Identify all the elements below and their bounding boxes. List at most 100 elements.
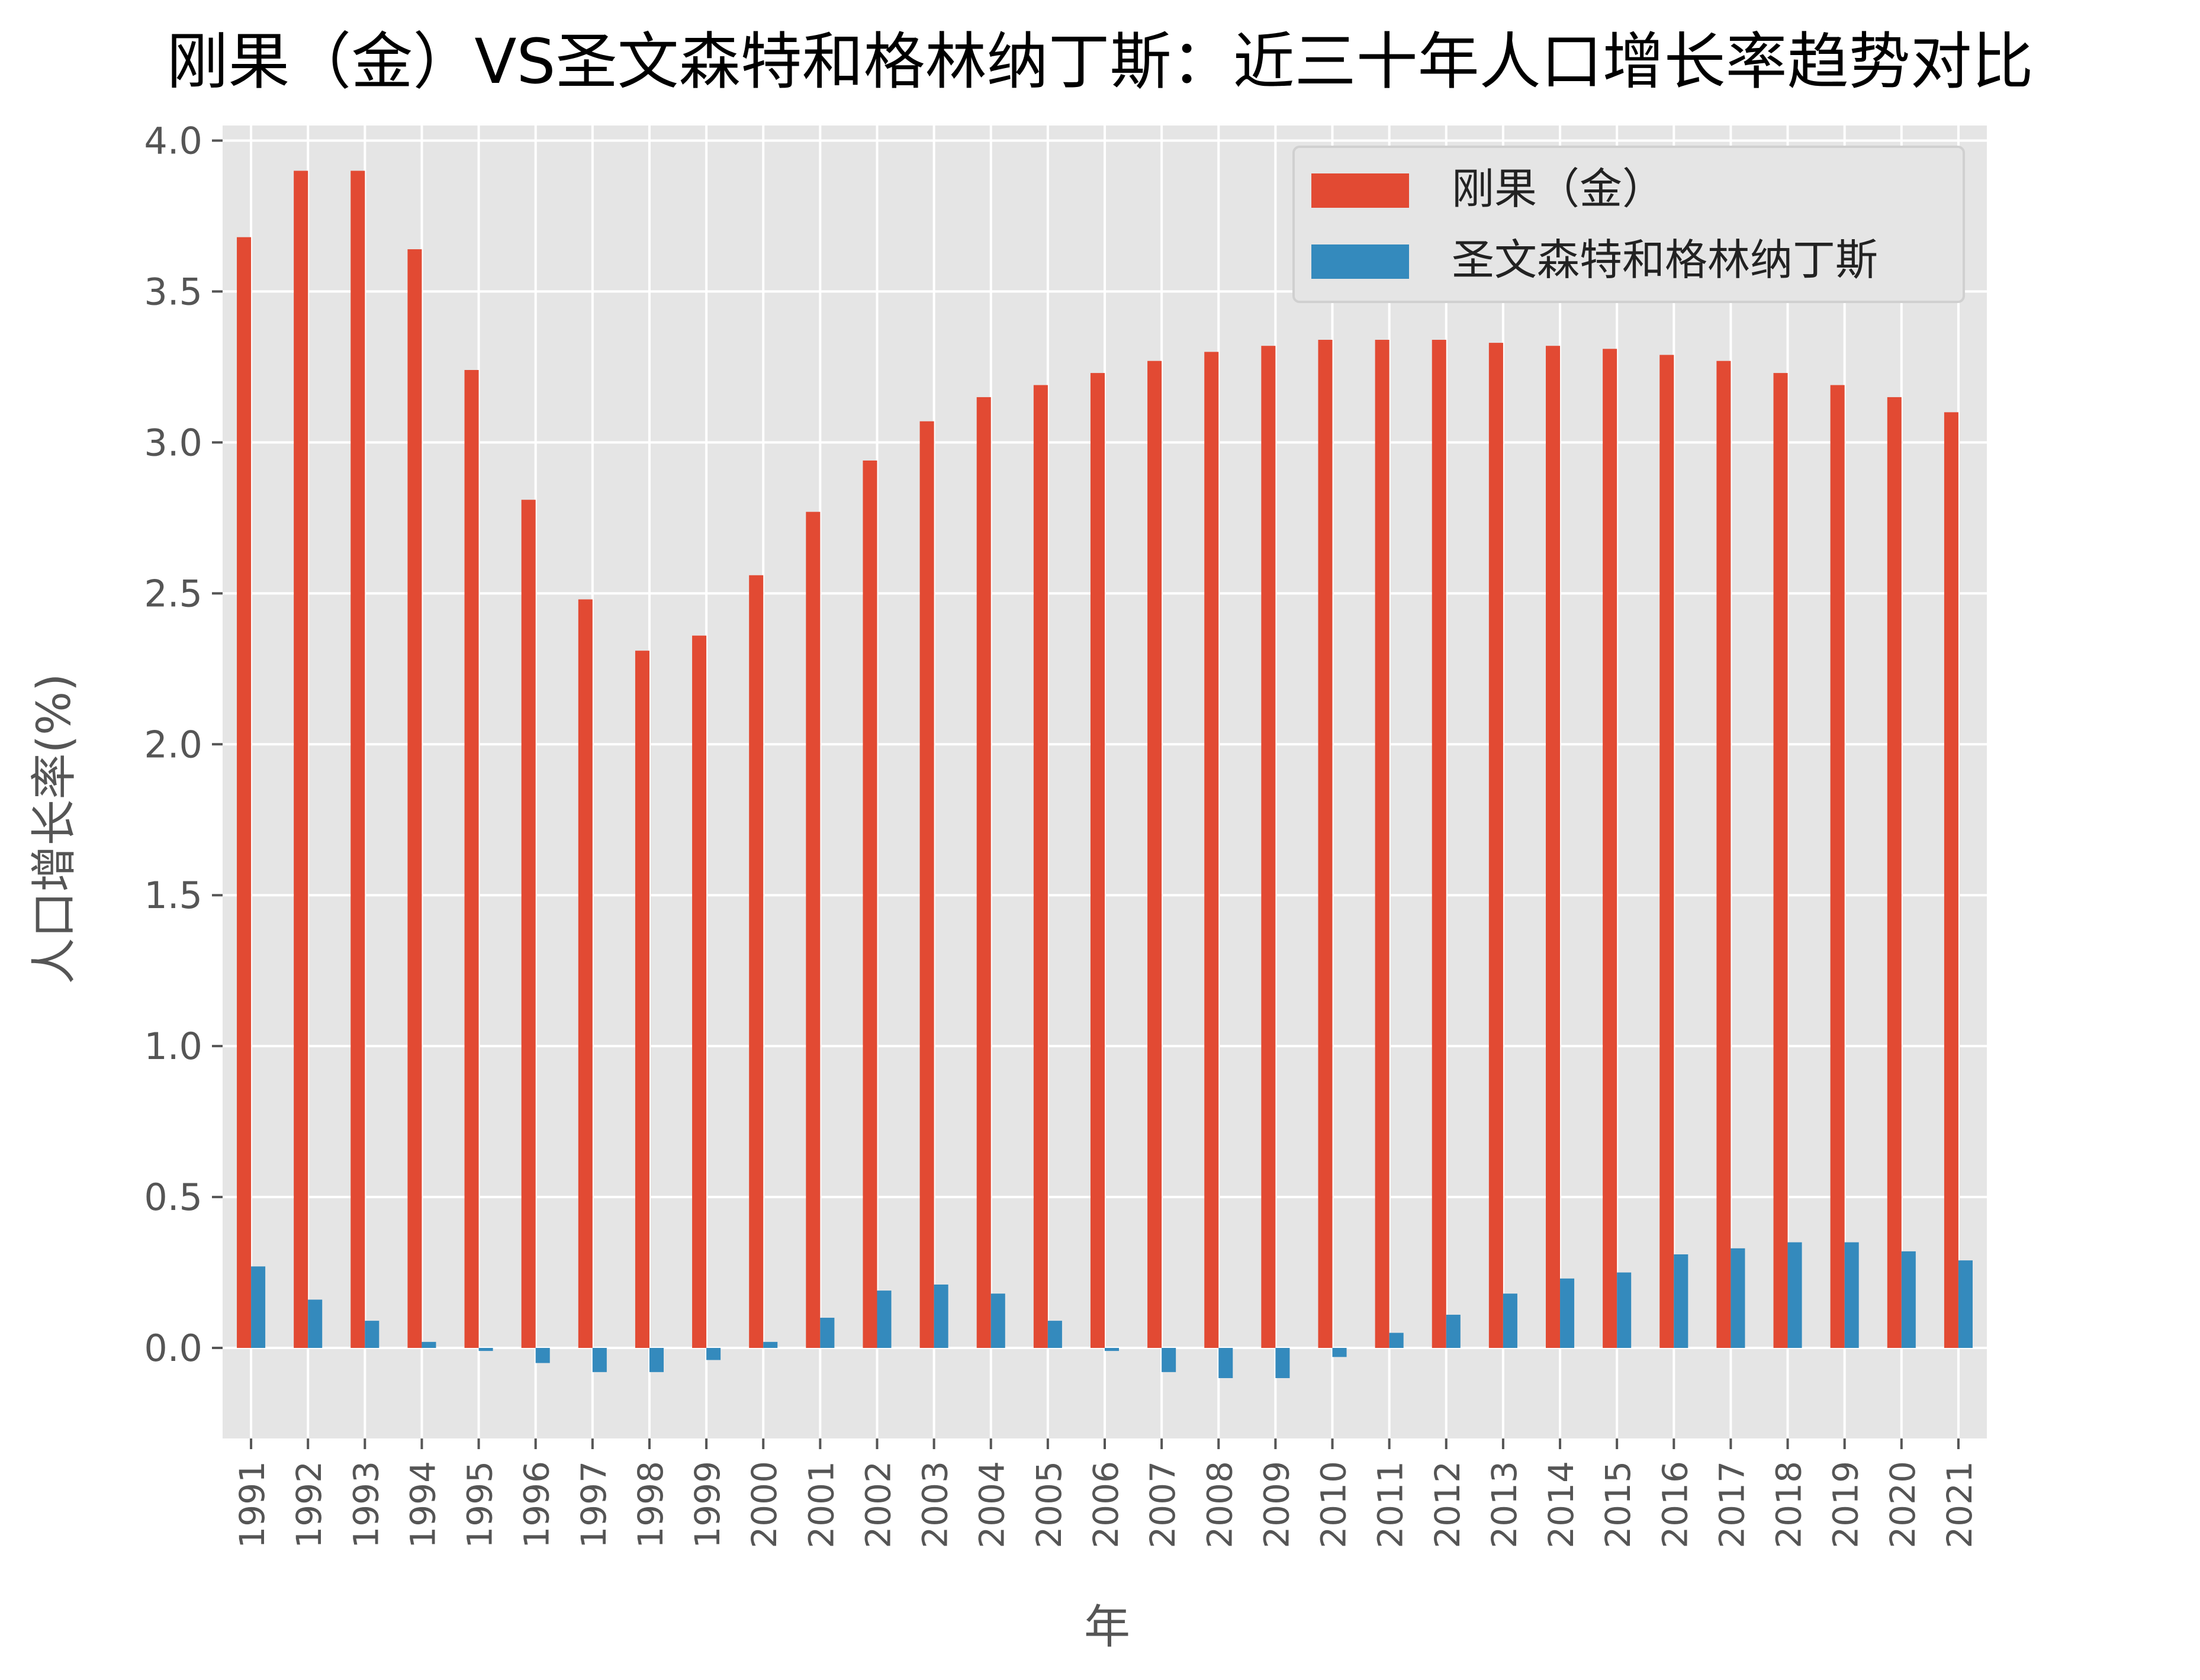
bar-congo bbox=[1546, 346, 1561, 1348]
x-tick-label: 2015 bbox=[1598, 1461, 1638, 1549]
legend-swatch-congo bbox=[1311, 173, 1409, 208]
x-tick-label: 2002 bbox=[858, 1461, 898, 1549]
bar-svg bbox=[877, 1290, 892, 1348]
legend-label-svg: 圣文森特和格林纳丁斯 bbox=[1452, 235, 1878, 285]
bar-congo bbox=[578, 599, 593, 1348]
bar-congo bbox=[1375, 340, 1390, 1348]
bar-congo bbox=[407, 249, 422, 1348]
y-tick-label: 1.5 bbox=[144, 874, 202, 917]
bar-congo bbox=[806, 511, 821, 1348]
bar-svg bbox=[1787, 1242, 1802, 1348]
x-tick-label: 2018 bbox=[1769, 1461, 1809, 1549]
x-axis-label: 年 bbox=[1084, 1601, 1130, 1654]
y-tick-label: 0.0 bbox=[144, 1327, 202, 1370]
bar-congo bbox=[635, 651, 649, 1348]
bar-svg bbox=[1674, 1254, 1688, 1348]
y-tick-label: 0.5 bbox=[144, 1176, 202, 1219]
bar-congo bbox=[464, 370, 479, 1348]
bar-svg bbox=[308, 1299, 323, 1348]
bar-congo bbox=[1204, 352, 1219, 1348]
bar-congo bbox=[1887, 397, 1902, 1348]
bar-congo bbox=[1603, 349, 1617, 1348]
x-tick-label: 2021 bbox=[1940, 1461, 1980, 1549]
bar-congo bbox=[1830, 385, 1845, 1348]
y-axis: 0.0 0.5 1.0 1.5 2.0 2.5 3.0 3.5 4.0 bbox=[144, 119, 223, 1370]
x-tick-label: 2006 bbox=[1086, 1461, 1126, 1549]
x-tick-label: 2007 bbox=[1143, 1461, 1183, 1549]
bar-svg bbox=[422, 1341, 436, 1348]
y-axis-label: 人口增长率(%) bbox=[28, 674, 81, 984]
y-tick-label: 3.0 bbox=[144, 421, 202, 464]
chart-title: 刚果（金）VS圣文森特和格林纳丁斯：近三十年人口增长率趋势对比 bbox=[166, 25, 2033, 98]
bar-svg bbox=[1389, 1333, 1404, 1348]
bar-svg bbox=[365, 1321, 379, 1348]
legend-label-congo: 刚果（金） bbox=[1452, 164, 1665, 214]
bar-congo bbox=[919, 421, 934, 1348]
bar-congo bbox=[1318, 340, 1333, 1348]
x-tick-label: 2003 bbox=[915, 1461, 956, 1549]
bar-congo bbox=[1432, 340, 1446, 1348]
bar-svg bbox=[649, 1348, 664, 1372]
bar-congo bbox=[976, 397, 991, 1348]
x-tick-label: 2019 bbox=[1826, 1461, 1866, 1549]
x-tick-label: 1996 bbox=[517, 1461, 557, 1549]
bar-congo bbox=[1488, 343, 1503, 1348]
bars bbox=[237, 170, 1973, 1379]
x-tick-label: 1999 bbox=[687, 1461, 728, 1549]
bar-congo bbox=[1147, 361, 1162, 1348]
x-tick-label: 1995 bbox=[460, 1461, 500, 1549]
bar-svg bbox=[1105, 1348, 1120, 1351]
y-tick-label: 2.0 bbox=[144, 723, 202, 766]
bar-congo bbox=[350, 170, 365, 1348]
bar-svg bbox=[1047, 1321, 1062, 1348]
x-axis: 1991 1992 1993 1994 1995 1996 1997 1998 1999 2000… bbox=[232, 1438, 1980, 1549]
y-tick-label: 4.0 bbox=[144, 119, 202, 162]
x-tick-label: 2001 bbox=[801, 1461, 841, 1549]
x-tick-label: 2020 bbox=[1883, 1461, 1923, 1549]
bar-svg bbox=[535, 1348, 550, 1363]
bar-congo bbox=[1261, 346, 1276, 1348]
bar-congo bbox=[294, 170, 308, 1348]
bar-svg bbox=[1901, 1251, 1916, 1348]
y-tick-label: 1.0 bbox=[144, 1025, 202, 1068]
x-tick-label: 1997 bbox=[574, 1461, 614, 1549]
x-tick-label: 1991 bbox=[232, 1461, 272, 1549]
x-tick-label: 2009 bbox=[1256, 1461, 1297, 1549]
x-tick-label: 1993 bbox=[346, 1461, 386, 1549]
x-tick-label: 2005 bbox=[1029, 1461, 1069, 1549]
bar-congo bbox=[1773, 373, 1788, 1348]
bar-congo bbox=[863, 460, 877, 1348]
bar-congo bbox=[1659, 355, 1674, 1348]
bar-svg bbox=[1218, 1348, 1233, 1379]
bar-svg bbox=[763, 1341, 778, 1348]
bar-svg bbox=[706, 1348, 721, 1360]
bar-svg bbox=[990, 1293, 1005, 1348]
bar-svg bbox=[1503, 1293, 1517, 1348]
bar-congo bbox=[237, 237, 252, 1348]
x-tick-label: 2000 bbox=[744, 1461, 784, 1549]
x-tick-label: 1992 bbox=[289, 1461, 329, 1549]
bar-svg bbox=[820, 1318, 835, 1348]
x-tick-label: 2008 bbox=[1199, 1461, 1240, 1549]
legend: 刚果（金） 圣文森特和格林纳丁斯 bbox=[1292, 146, 1965, 303]
y-tick-label: 2.5 bbox=[144, 572, 202, 615]
x-tick-label: 1994 bbox=[403, 1461, 443, 1549]
bar-svg bbox=[1446, 1314, 1461, 1348]
bar-svg bbox=[251, 1266, 266, 1348]
bar-congo bbox=[692, 635, 707, 1348]
legend-box bbox=[1292, 146, 1965, 303]
bar-svg bbox=[934, 1284, 948, 1348]
x-tick-label: 2016 bbox=[1655, 1461, 1695, 1549]
bar-congo bbox=[749, 575, 764, 1348]
bar-svg bbox=[1162, 1348, 1176, 1372]
bar-svg bbox=[592, 1348, 607, 1372]
bar-svg bbox=[1731, 1248, 1745, 1348]
x-tick-label: 2014 bbox=[1541, 1461, 1581, 1549]
bar-congo bbox=[1944, 412, 1958, 1348]
x-tick-label: 2011 bbox=[1371, 1461, 1411, 1549]
x-tick-label: 2010 bbox=[1314, 1461, 1354, 1549]
legend-swatch-svg bbox=[1311, 244, 1409, 279]
bar-congo bbox=[1090, 373, 1105, 1348]
